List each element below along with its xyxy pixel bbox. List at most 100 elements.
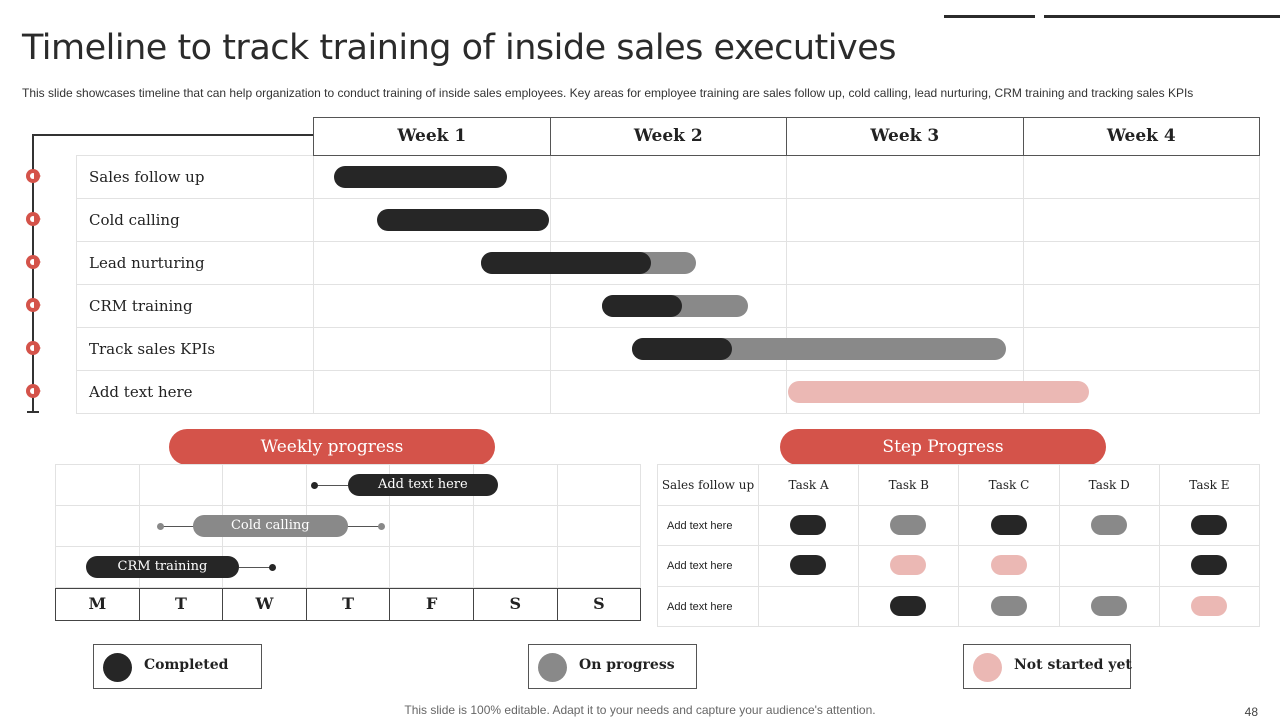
gantt-task-label: Sales follow up: [89, 167, 205, 186]
day-label: M: [55, 588, 140, 621]
weekly-grid-cell: [556, 505, 642, 547]
step-cell: [758, 585, 860, 627]
timeline-spine: [32, 135, 34, 412]
step-status-pill: [990, 555, 1027, 576]
gantt-week-header: Week 3: [786, 117, 1024, 156]
step-status-pill: [790, 514, 827, 535]
day-label: W: [222, 588, 307, 621]
weekly-grid-cell: [473, 546, 558, 588]
legend-label: On progress: [579, 657, 675, 673]
step-status-pill: [890, 555, 927, 576]
gantt-grid-cell: [313, 327, 551, 371]
step-status-pill: [1190, 595, 1227, 616]
gantt-task-label: CRM training: [89, 296, 193, 315]
gantt-week-header: Week 4: [1022, 117, 1260, 156]
timeline-marker-icon: [26, 383, 41, 398]
legend-item: Completed: [93, 644, 262, 689]
weekly-grid-cell: [222, 464, 307, 506]
weekly-connector-line: [314, 484, 348, 486]
legend-status-icon: [538, 653, 567, 682]
gantt-bar-completed: [632, 337, 732, 360]
legend-label: Completed: [144, 657, 229, 673]
step-status-pill: [890, 514, 927, 535]
gantt-week-header: Week 2: [549, 117, 787, 156]
footer-note: This slide is 100% editable. Adapt it to…: [404, 703, 876, 717]
step-task-header: Task C: [958, 464, 1060, 506]
gantt-week-header: Week 1: [313, 117, 551, 156]
gantt-bar-completed: [334, 165, 507, 188]
step-progress-header: Step Progress: [780, 429, 1106, 465]
gantt-grid-cell: [786, 241, 1024, 285]
weekly-connector-dot: [269, 563, 277, 571]
gantt-grid-cell: [1022, 155, 1260, 199]
gantt-grid-cell: [1022, 284, 1260, 328]
gantt-grid-cell: [313, 284, 551, 328]
day-label: F: [389, 588, 474, 621]
weekly-progress-bar: Add text here: [347, 473, 499, 496]
weekly-progress-bar: Cold calling: [192, 514, 348, 537]
step-status-pill: [1190, 555, 1227, 576]
weekly-connector-dot: [156, 522, 164, 530]
weekly-progress-header: Weekly progress: [169, 429, 495, 465]
step-task-header: Task D: [1058, 464, 1160, 506]
timeline-marker-icon: [26, 211, 41, 226]
step-status-pill: [890, 595, 927, 616]
gantt-grid-cell: [786, 198, 1024, 242]
legend-item: Not started yet: [963, 644, 1132, 689]
weekly-connector-line: [238, 566, 273, 568]
timeline-connector: [32, 134, 313, 136]
weekly-grid-cell: [55, 464, 140, 506]
step-row-label: Add text here: [657, 585, 759, 627]
step-task-header: Task A: [758, 464, 860, 506]
gantt-task-label: Track sales KPIs: [89, 339, 216, 358]
gantt-grid-cell: [786, 155, 1024, 199]
weekly-grid-cell: [305, 546, 391, 588]
gantt-task-label: Add text here: [89, 382, 193, 401]
step-cell: [1158, 585, 1260, 627]
page-title: Timeline to track training of inside sal…: [22, 28, 896, 68]
page-subtitle: This slide showcases timeline that can h…: [22, 86, 1194, 100]
weekly-grid-cell: [556, 546, 642, 588]
gantt-task-label: Cold calling: [89, 210, 180, 229]
step-task-header: Task E: [1158, 464, 1260, 506]
top-accent-line-short: [944, 15, 1035, 18]
gantt-grid-cell: [786, 284, 1024, 328]
day-label: T: [138, 588, 224, 621]
step-status-pill: [990, 514, 1027, 535]
gantt-grid-cell: [1022, 327, 1260, 371]
gantt-chart: Week 1 Week 2 Week 3 Week 4 Sales follow up C…: [26, 117, 1260, 414]
weekly-connector-dot: [311, 481, 319, 489]
gantt-bar-completed: [480, 251, 652, 274]
gantt-grid-cell: [549, 155, 787, 199]
step-row-label: Add text here: [657, 545, 759, 587]
legend-label: Not started yet: [1014, 657, 1132, 673]
timeline-marker-icon: [26, 254, 41, 269]
top-accent-line-long: [1044, 15, 1280, 18]
gantt-bar-completed: [376, 208, 550, 231]
weekly-grid-cell: [556, 464, 642, 506]
legend-item: On progress: [528, 644, 697, 689]
gantt-grid-cell: [313, 370, 551, 414]
weekly-grid-cell: [55, 505, 140, 547]
step-status-pill: [990, 595, 1027, 616]
timeline-marker-icon: [26, 340, 41, 355]
gantt-grid-cell: [549, 370, 787, 414]
day-label: S: [473, 588, 558, 621]
gantt-grid-cell: [1022, 241, 1260, 285]
weekly-grid-cell: [389, 546, 474, 588]
weekly-grid-cell: [473, 505, 558, 547]
step-status-pill: [790, 555, 827, 576]
legend-status-icon: [973, 653, 1002, 682]
weekly-progress-bar: CRM training: [85, 555, 239, 578]
gantt-grid-cell: [1022, 198, 1260, 242]
timeline-marker-icon: [26, 168, 41, 183]
weekly-grid-cell: [389, 505, 474, 547]
timeline-marker-icon: [26, 297, 41, 312]
weekly-grid-cell: [138, 464, 224, 506]
step-table-header-label: Sales follow up: [657, 464, 759, 506]
gantt-task-label: Lead nurturing: [89, 253, 205, 272]
step-status-pill: [1190, 514, 1227, 535]
step-task-header: Task B: [858, 464, 960, 506]
step-row-label: Add text here: [657, 504, 759, 546]
step-cell: [1058, 545, 1160, 587]
